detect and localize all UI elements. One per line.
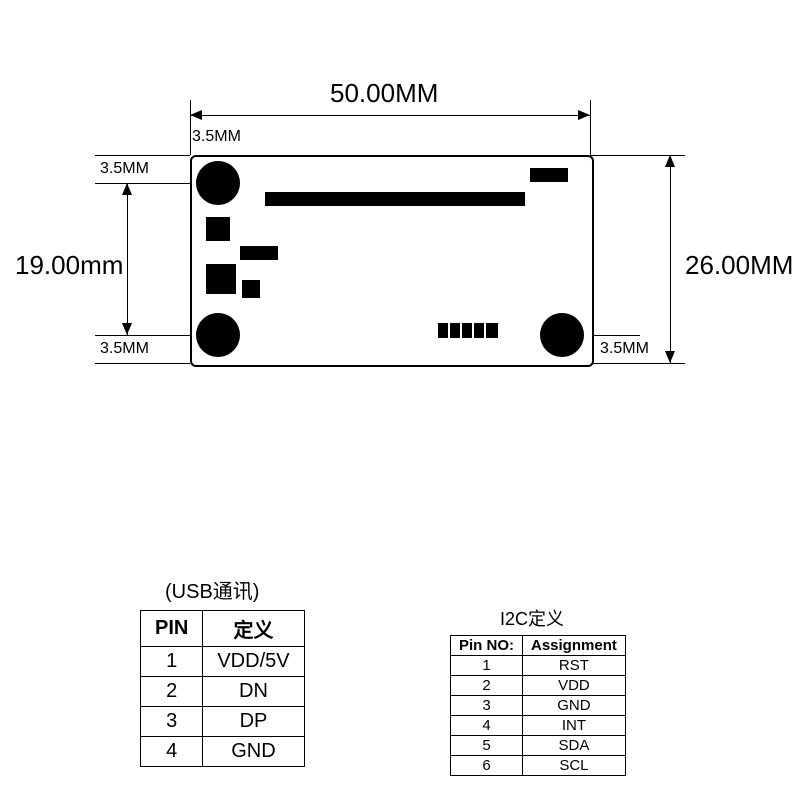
table-row: 2 DN xyxy=(141,677,305,707)
i2c-cell: 4 xyxy=(451,716,523,736)
mounting-hole-bottom-left xyxy=(196,313,240,357)
usb-cell: DN xyxy=(203,677,304,707)
canvas: 50.00MM 3.5MM 3.5MM 19.00mm 3.5MM 26.00M… xyxy=(0,0,800,800)
dim-line-width xyxy=(190,115,590,116)
arrow-height-up xyxy=(665,155,675,167)
usb-table: PIN 定义 1 VDD/5V 2 DN 3 DP 4 GND xyxy=(140,610,305,767)
component-sq3 xyxy=(242,280,260,298)
ext-line-bot-edge xyxy=(95,363,190,364)
ext-line-bot-hole-c xyxy=(95,335,190,336)
component-top-right xyxy=(530,168,568,182)
i2c-header-pin: Pin NO: xyxy=(451,636,523,656)
i2c-cell: SCL xyxy=(523,756,626,776)
label-offset-bot-left: 3.5MM xyxy=(100,340,149,358)
i2c-table: Pin NO: Assignment 1 RST 2 VDD 3 GND 4 I… xyxy=(450,635,626,776)
table-row: 3 GND xyxy=(451,696,626,716)
arrow-width-right xyxy=(578,110,590,120)
pcb-outline xyxy=(190,155,594,367)
ext-line-right-bot xyxy=(590,363,685,364)
arrow-span-up xyxy=(122,183,132,195)
label-hole-top-offset-x: 3.5MM xyxy=(192,128,241,146)
table-row: 5 SDA xyxy=(451,736,626,756)
arrow-span-down xyxy=(122,323,132,335)
table-row: 4 GND xyxy=(141,737,305,767)
i2c-cell: 2 xyxy=(451,676,523,696)
component-bar xyxy=(265,192,525,206)
ext-line-right-top xyxy=(590,100,591,155)
usb-header-pin: PIN xyxy=(141,611,203,647)
usb-cell: GND xyxy=(203,737,304,767)
i2c-cell: 6 xyxy=(451,756,523,776)
dim-line-vert-span xyxy=(127,183,128,335)
usb-cell: VDD/5V xyxy=(203,647,304,677)
dim-line-height xyxy=(670,155,671,363)
label-width: 50.00MM xyxy=(330,78,438,109)
usb-header-def: 定义 xyxy=(203,611,304,647)
label-height: 26.00MM xyxy=(685,250,793,281)
i2c-cell: 5 xyxy=(451,736,523,756)
i2c-cell: 1 xyxy=(451,656,523,676)
usb-table-title: (USB通讯) xyxy=(165,575,259,604)
i2c-table-title: I2C定义 xyxy=(500,605,564,631)
label-offset-top-left: 3.5MM xyxy=(100,160,149,178)
table-row: 1 RST xyxy=(451,656,626,676)
ext-line-top-hole-c xyxy=(95,183,190,184)
arrow-width-left xyxy=(190,110,202,120)
label-vert-span: 19.00mm xyxy=(15,250,123,281)
i2c-cell: INT xyxy=(523,716,626,736)
table-row: 4 INT xyxy=(451,716,626,736)
table-row: 6 SCL xyxy=(451,756,626,776)
usb-cell: 3 xyxy=(141,707,203,737)
component-rect-mid xyxy=(240,246,278,260)
mounting-hole-top-left xyxy=(196,161,240,205)
usb-table-wrap: PIN 定义 1 VDD/5V 2 DN 3 DP 4 GND xyxy=(140,610,305,767)
arrow-height-down xyxy=(665,351,675,363)
connector-stripes xyxy=(438,323,498,338)
ext-line-top-edge xyxy=(95,155,190,156)
i2c-cell: RST xyxy=(523,656,626,676)
table-row: 1 VDD/5V xyxy=(141,647,305,677)
i2c-header-assign: Assignment xyxy=(523,636,626,656)
usb-cell: DP xyxy=(203,707,304,737)
component-sq1 xyxy=(206,217,230,241)
table-header-row: Pin NO: Assignment xyxy=(451,636,626,656)
table-row: 3 DP xyxy=(141,707,305,737)
usb-cell: 1 xyxy=(141,647,203,677)
label-offset-bot-right: 3.5MM xyxy=(600,340,649,358)
i2c-cell: GND xyxy=(523,696,626,716)
i2c-cell: SDA xyxy=(523,736,626,756)
table-row: 2 VDD xyxy=(451,676,626,696)
i2c-table-wrap: Pin NO: Assignment 1 RST 2 VDD 3 GND 4 I… xyxy=(450,635,626,776)
table-header-row: PIN 定义 xyxy=(141,611,305,647)
component-sq2 xyxy=(206,264,236,294)
mounting-hole-bottom-right xyxy=(540,313,584,357)
usb-cell: 2 xyxy=(141,677,203,707)
i2c-cell: 3 xyxy=(451,696,523,716)
ext-line-left-top xyxy=(190,100,191,155)
usb-cell: 4 xyxy=(141,737,203,767)
i2c-cell: VDD xyxy=(523,676,626,696)
